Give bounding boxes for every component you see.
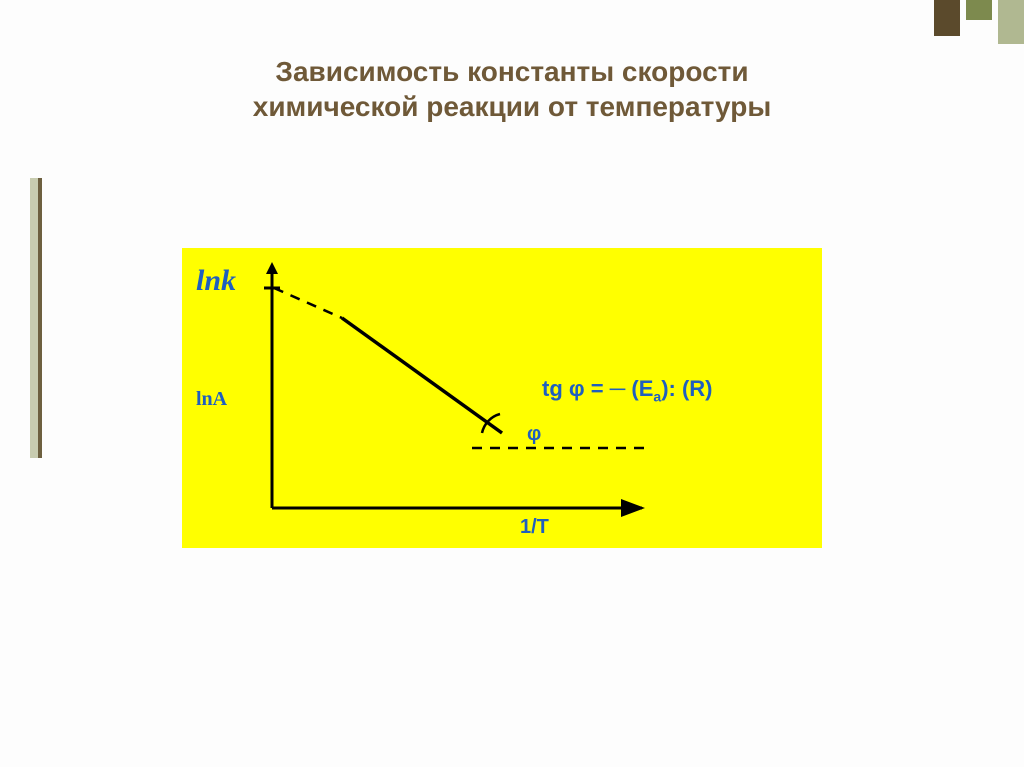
angle-symbol: φ bbox=[527, 423, 541, 446]
y-axis-arrowhead bbox=[266, 262, 278, 274]
decorative-side-rule bbox=[30, 178, 50, 458]
corner-bar bbox=[998, 0, 1024, 44]
y-axis-label: lnk bbox=[196, 264, 236, 298]
slide-title: Зависимость константы скорости химическо… bbox=[0, 54, 1024, 124]
corner-bar bbox=[934, 0, 960, 36]
slope-formula: tg φ = ─ (Ea): (R) bbox=[542, 376, 713, 404]
decorative-corner-bars bbox=[934, 0, 1024, 44]
chart-canvas bbox=[182, 248, 822, 548]
dashed-extrapolation bbox=[274, 288, 342, 318]
regression-line bbox=[342, 318, 502, 433]
intercept-label: lnA bbox=[196, 388, 227, 411]
corner-bar bbox=[966, 0, 992, 20]
arrhenius-plot: lnk lnA 1/T tg φ = ─ (Ea): (R) φ bbox=[182, 248, 822, 548]
x-axis-label: 1/T bbox=[520, 516, 549, 539]
